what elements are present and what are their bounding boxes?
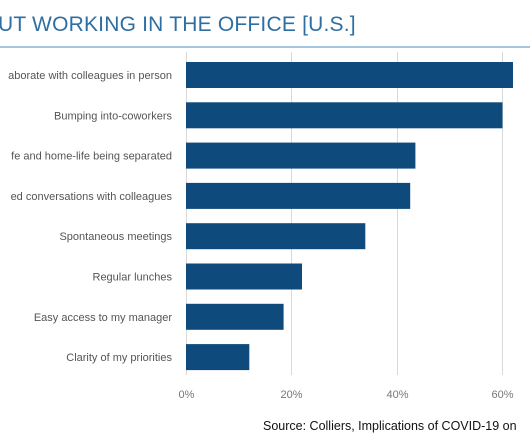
bars	[186, 62, 513, 371]
x-tick-label: 0%	[179, 389, 195, 401]
source-note: Source: Colliers, Implications of COVID-…	[263, 419, 517, 433]
category-label: Easy access to my manager	[34, 312, 173, 324]
bar	[186, 303, 284, 330]
category-label: aborate with colleagues in person	[8, 70, 172, 82]
bar	[186, 62, 513, 88]
category-label: Spontaneous meetings	[59, 231, 172, 243]
category-labels: aborate with colleagues in person Bumping…	[8, 70, 172, 364]
bar	[186, 102, 503, 129]
x-tick-label: 40%	[386, 389, 408, 401]
bar	[186, 182, 411, 209]
x-tick-label: 60%	[491, 389, 513, 401]
chart-title: UT WORKING IN THE OFFICE [U.S.]	[0, 13, 356, 36]
bar	[186, 263, 302, 290]
x-tick-label: 20%	[280, 389, 302, 401]
category-label: Regular lunches	[93, 272, 173, 284]
category-label: fe and home-life being separated	[11, 151, 172, 163]
category-label: Bumping into-coworkers	[54, 110, 172, 122]
category-label: ed conversations with colleagues	[11, 191, 173, 203]
category-label: Clarity of my priorities	[66, 352, 172, 364]
bar	[186, 223, 366, 250]
bar	[186, 344, 250, 371]
x-axis-ticks: 0% 20% 40% 60%	[179, 389, 514, 401]
bar	[186, 142, 416, 169]
